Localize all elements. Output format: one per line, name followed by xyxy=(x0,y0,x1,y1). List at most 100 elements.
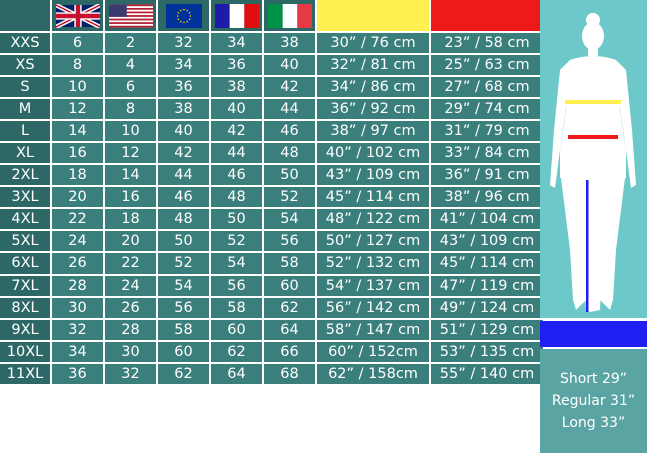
eu-size-cell: 42 xyxy=(158,143,209,164)
fr-size-cell: 40 xyxy=(211,99,262,120)
hip-header-swatch xyxy=(317,0,429,31)
us-size-cell: 14 xyxy=(105,165,156,186)
uk-size-cell: 30 xyxy=(52,297,103,318)
waist-measure-cell: 27” / 68 cm xyxy=(431,77,543,98)
hip-measure-cell: 38” / 97 cm xyxy=(317,121,429,142)
eu-size-cell: 62 xyxy=(158,363,209,384)
eu-size-cell: 54 xyxy=(158,275,209,296)
size-cell: 5XL xyxy=(0,231,50,252)
hip-measure-cell: 40” / 102 cm xyxy=(317,143,429,164)
size-cell: XXS xyxy=(0,33,50,54)
uk-size-cell: 36 xyxy=(52,363,103,384)
waist-measure-cell: 23” / 58 cm xyxy=(431,33,543,54)
uk-size-cell: 24 xyxy=(52,231,103,252)
eu-size-cell: 56 xyxy=(158,297,209,318)
fr-size-cell: 54 xyxy=(211,253,262,274)
hip-measure-cell: 48” / 122 cm xyxy=(317,209,429,230)
waist-measure-cell: 33” / 84 cm xyxy=(431,143,543,164)
it-size-cell: 66 xyxy=(264,341,315,362)
hip-measure-cell: 56” / 142 cm xyxy=(317,297,429,318)
hip-measure-cell: 43” / 109 cm xyxy=(317,165,429,186)
hip-measure-cell: 62” / 158cm xyxy=(317,363,429,384)
inseam-short: Short 29” xyxy=(559,371,628,387)
size-cell: 11XL xyxy=(0,363,50,384)
us-size-cell: 4 xyxy=(105,55,156,76)
uk-size-cell: 20 xyxy=(52,187,103,208)
us-size-cell: 22 xyxy=(105,253,156,274)
hip-measure-cell: 36” / 92 cm xyxy=(317,99,429,120)
hip-measure-cell: 32” / 81 cm xyxy=(317,55,429,76)
size-cell: XS xyxy=(0,55,50,76)
uk-size-cell: 6 xyxy=(52,33,103,54)
us-size-cell: 8 xyxy=(105,99,156,120)
eu-header xyxy=(158,0,209,31)
it-size-cell: 62 xyxy=(264,297,315,318)
us-flag-icon xyxy=(108,3,153,28)
waist-measure-cell: 55” / 140 cm xyxy=(431,363,543,384)
us-size-cell: 24 xyxy=(105,275,156,296)
us-size-cell: 30 xyxy=(105,341,156,362)
it-size-cell: 64 xyxy=(264,319,315,340)
it-size-cell: 42 xyxy=(264,77,315,98)
fr-size-cell: 56 xyxy=(211,275,262,296)
it-size-cell: 38 xyxy=(264,33,315,54)
inseam-line xyxy=(586,180,589,312)
waist-measure-cell: 49” / 124 cm xyxy=(431,297,543,318)
fr-size-cell: 38 xyxy=(211,77,262,98)
size-table: XXS 6 2 32 34 38 30” / 76 cm 23” / 58 cm XS 8 4 34 3… xyxy=(0,0,543,384)
fr-size-cell: 42 xyxy=(211,121,262,142)
us-size-cell: 10 xyxy=(105,121,156,142)
waist-measure-cell: 45” / 114 cm xyxy=(431,253,543,274)
uk-size-cell: 18 xyxy=(52,165,103,186)
uk-size-cell: 26 xyxy=(52,253,103,274)
italy-flag-icon xyxy=(267,3,312,28)
waist-measure-cell: 38” / 96 cm xyxy=(431,187,543,208)
uk-size-cell: 22 xyxy=(52,209,103,230)
waist-measure-cell: 41” / 104 cm xyxy=(431,209,543,230)
size-cell: 2XL xyxy=(0,165,50,186)
hip-measure-cell: 34” / 86 cm xyxy=(317,77,429,98)
us-size-cell: 18 xyxy=(105,209,156,230)
waist-measure-cell: 29” / 74 cm xyxy=(431,99,543,120)
size-cell: L xyxy=(0,121,50,142)
waist-line xyxy=(568,135,618,139)
fr-size-cell: 60 xyxy=(211,319,262,340)
it-size-cell: 50 xyxy=(264,165,315,186)
fr-size-cell: 64 xyxy=(211,363,262,384)
us-size-cell: 28 xyxy=(105,319,156,340)
inseam-long: Long 33” xyxy=(561,415,626,431)
hip-measure-cell: 30” / 76 cm xyxy=(317,33,429,54)
hip-measure-cell: 58” / 147 cm xyxy=(317,319,429,340)
it-size-cell: 48 xyxy=(264,143,315,164)
it-size-cell: 40 xyxy=(264,55,315,76)
italy-header xyxy=(264,0,315,31)
eu-size-cell: 48 xyxy=(158,209,209,230)
eu-size-cell: 32 xyxy=(158,33,209,54)
it-size-cell: 52 xyxy=(264,187,315,208)
fr-size-cell: 36 xyxy=(211,55,262,76)
eu-size-cell: 44 xyxy=(158,165,209,186)
us-size-cell: 16 xyxy=(105,187,156,208)
waist-measure-cell: 31” / 79 cm xyxy=(431,121,543,142)
fr-size-cell: 48 xyxy=(211,187,262,208)
eu-size-cell: 46 xyxy=(158,187,209,208)
us-size-cell: 12 xyxy=(105,143,156,164)
eu-size-cell: 50 xyxy=(158,231,209,252)
uk-size-cell: 34 xyxy=(52,341,103,362)
us-size-cell: 20 xyxy=(105,231,156,252)
eu-size-cell: 58 xyxy=(158,319,209,340)
hip-measure-cell: 52” / 132 cm xyxy=(317,253,429,274)
inseam-lengths: Short 29” Regular 31” Long 33” xyxy=(540,349,647,453)
us-size-cell: 6 xyxy=(105,77,156,98)
france-flag-icon xyxy=(214,3,259,28)
fr-size-cell: 46 xyxy=(211,165,262,186)
waist-header-swatch xyxy=(431,0,543,31)
fr-size-cell: 34 xyxy=(211,33,262,54)
uk-size-cell: 8 xyxy=(52,55,103,76)
fr-size-cell: 44 xyxy=(211,143,262,164)
fr-size-cell: 62 xyxy=(211,341,262,362)
us-size-cell: 26 xyxy=(105,297,156,318)
body-figure-panel xyxy=(540,0,647,318)
it-size-cell: 44 xyxy=(264,99,315,120)
